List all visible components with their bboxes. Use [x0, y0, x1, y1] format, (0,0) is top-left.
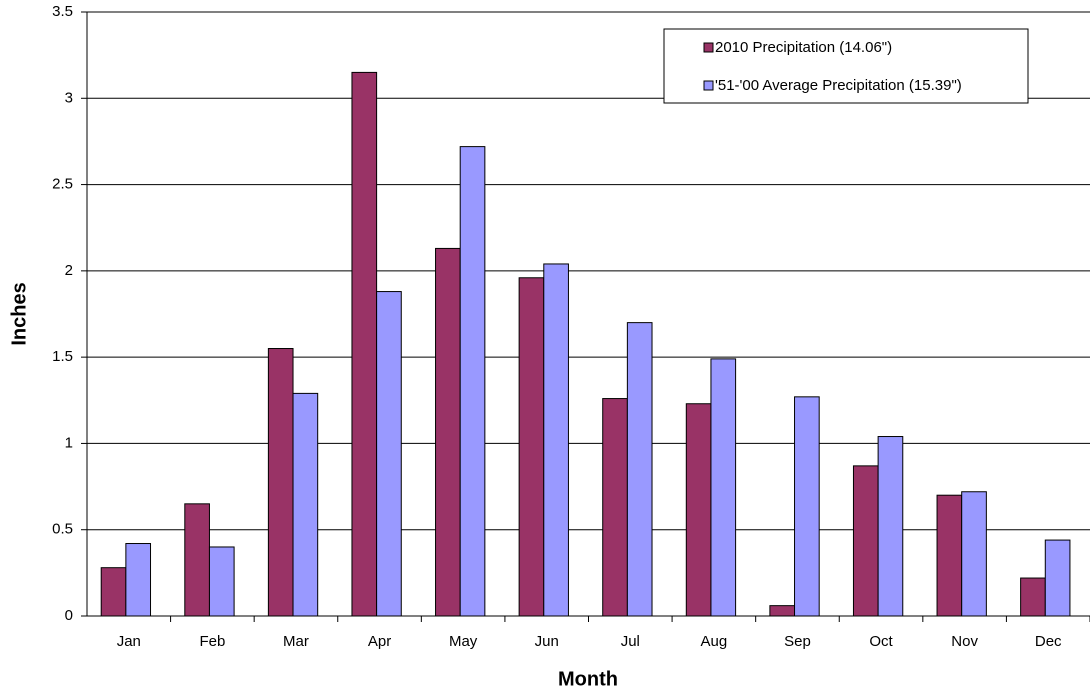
legend-swatch — [703, 80, 714, 91]
y-tick-label: 3.5 — [52, 3, 73, 20]
x-tick-label: Feb — [199, 633, 225, 650]
bar — [184, 503, 210, 617]
y-tick-label: 0 — [65, 607, 73, 624]
bar — [267, 348, 294, 617]
bar — [459, 146, 486, 617]
x-tick-label: Oct — [869, 633, 893, 650]
legend-label: '51-'00 Average Precipitation (15.39") — [715, 77, 962, 94]
y-tick-label: 2.5 — [52, 176, 73, 193]
bar — [1020, 577, 1046, 617]
legend-swatch — [703, 42, 714, 53]
y-tick-label: 2 — [65, 262, 73, 279]
bar — [543, 263, 569, 617]
x-tick-label: Mar — [283, 633, 309, 650]
legend-label: 2010 Precipitation (14.06") — [715, 39, 892, 56]
bar — [100, 567, 127, 617]
bar — [961, 491, 987, 617]
x-tick-label: Jan — [117, 633, 141, 650]
bar — [292, 392, 319, 617]
bar — [602, 398, 628, 617]
bar — [351, 71, 378, 617]
bar — [626, 322, 653, 617]
y-tick-label: 3 — [65, 89, 73, 106]
x-tick-label: May — [449, 633, 478, 650]
bar — [852, 465, 879, 617]
bar — [794, 396, 820, 617]
x-tick-label: Apr — [368, 633, 391, 650]
bar — [936, 494, 963, 617]
x-tick-label: Jun — [535, 633, 559, 650]
bar — [125, 543, 152, 617]
bar — [518, 277, 545, 617]
bar — [877, 436, 904, 617]
x-axis-title: Month — [558, 668, 618, 690]
x-tick-label: Dec — [1035, 633, 1062, 650]
bar — [1044, 539, 1071, 617]
bar — [435, 247, 461, 617]
y-tick-label: 1 — [65, 434, 73, 451]
y-tick-label: 0.5 — [52, 521, 73, 538]
bar — [769, 605, 796, 617]
bar — [376, 291, 402, 617]
x-tick-label: Nov — [951, 633, 978, 650]
bar — [208, 546, 235, 617]
bar — [685, 403, 712, 617]
x-tick-label: Sep — [784, 633, 811, 650]
legend-box — [663, 28, 1029, 104]
legend: 2010 Precipitation (14.06") '51-'00 Avera… — [663, 28, 1029, 104]
y-tick-label: 1.5 — [52, 348, 73, 365]
y-axis-title: Inches — [8, 282, 30, 345]
x-tick-label: Aug — [701, 633, 728, 650]
bar — [710, 358, 737, 617]
x-tick-label: Jul — [621, 633, 640, 650]
